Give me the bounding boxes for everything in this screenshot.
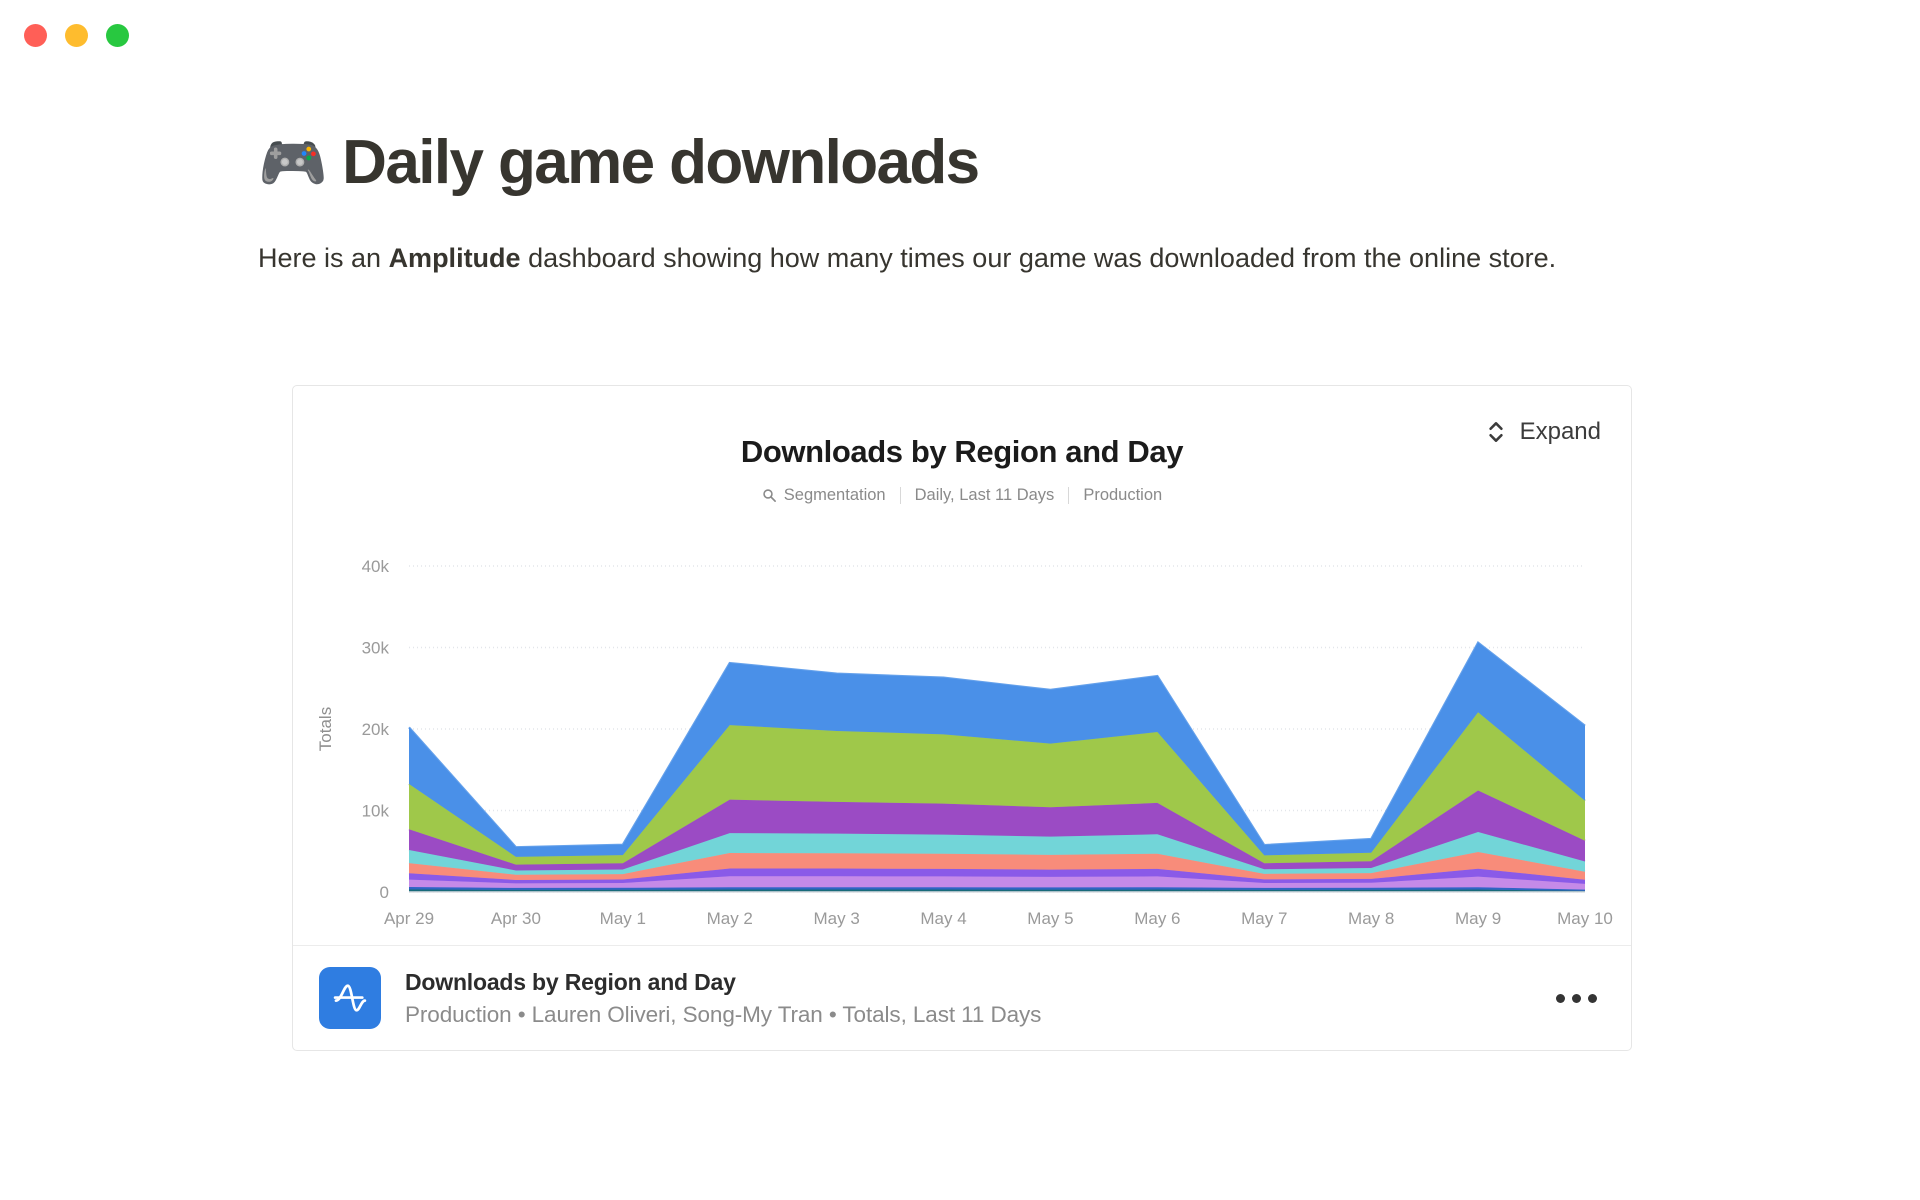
x-tick-label: May 8 xyxy=(1348,909,1394,928)
window-chrome xyxy=(0,0,1920,70)
chart-region: Expand Downloads by Region and Day Segme… xyxy=(293,386,1631,947)
amplitude-logo-icon xyxy=(319,967,381,1029)
page-paragraph: Here is an Amplitude dashboard showing h… xyxy=(258,239,1650,279)
dot-3 xyxy=(1588,993,1597,1003)
area-band-region-3 xyxy=(409,876,1585,890)
y-tick-label: 10k xyxy=(362,802,390,821)
traffic-light-group xyxy=(24,24,129,47)
x-tick-label: May 4 xyxy=(920,909,966,928)
y-axis-title: Totals xyxy=(316,707,335,751)
x-tick-label: May 7 xyxy=(1241,909,1287,928)
dot-1 xyxy=(1556,993,1565,1003)
subtitle-environment[interactable]: Production xyxy=(1083,486,1163,504)
paragraph-bold-term: Amplitude xyxy=(388,242,521,273)
area-band-region-8 xyxy=(409,712,1585,865)
area-band-region-7 xyxy=(409,790,1585,871)
card-footer: Downloads by Region and Day Production •… xyxy=(293,945,1631,1050)
page-title: 🎮 Daily game downloads xyxy=(258,128,1658,197)
x-tick-label: May 10 xyxy=(1557,909,1613,928)
more-options-button[interactable] xyxy=(1550,984,1603,1013)
y-tick-label: 20k xyxy=(362,720,390,739)
subtitle-segmentation-label: Segmentation xyxy=(783,486,886,504)
chart-title: Downloads by Region and Day xyxy=(740,434,1184,469)
x-tick-label: May 1 xyxy=(600,909,646,928)
paragraph-lead: Here is an xyxy=(258,242,389,273)
stacked-area-plot[interactable]: 0 10k 20k 30k 40k Totals Apr 29 Apr 30 May 1 May … xyxy=(293,554,1631,944)
footer-meta: Production • Lauren Oliveri, Song-My Tra… xyxy=(405,1001,1042,1027)
y-tick-label: 0 xyxy=(380,883,389,902)
x-tick-label: May 3 xyxy=(813,909,859,928)
subtitle-divider-2 xyxy=(1068,487,1070,504)
footer-text-block: Downloads by Region and Day Production •… xyxy=(405,969,1550,1028)
page-title-text: Daily game downloads xyxy=(342,128,980,197)
chart-subtitle: Segmentation Daily, Last 11 Days Product… xyxy=(293,486,1631,505)
x-tick-label: May 5 xyxy=(1027,909,1073,928)
close-button[interactable] xyxy=(24,24,47,47)
y-tick-label: 30k xyxy=(362,639,390,658)
dot-2 xyxy=(1572,993,1581,1003)
x-tick-label: May 9 xyxy=(1455,909,1501,928)
minimize-button[interactable] xyxy=(65,24,88,47)
x-tick-label: May 2 xyxy=(707,909,753,928)
y-tick-label: 40k xyxy=(362,557,390,576)
maximize-button[interactable] xyxy=(106,24,129,47)
subtitle-interval[interactable]: Daily, Last 11 Days xyxy=(914,486,1055,504)
expand-button-label: Expand xyxy=(1519,418,1601,445)
magnifier-icon xyxy=(762,488,777,503)
game-controller-icon: 🎮 xyxy=(258,131,328,195)
paragraph-tail: dashboard showing how many times our gam… xyxy=(520,242,1557,273)
x-tick-label: Apr 29 xyxy=(384,909,434,928)
subtitle-segmentation[interactable]: Segmentation xyxy=(748,486,900,505)
amplitude-chart-card[interactable]: Expand Downloads by Region and Day Segme… xyxy=(292,385,1632,1051)
x-tick-label: Apr 30 xyxy=(491,909,541,928)
expand-button[interactable]: Expand xyxy=(1483,418,1601,446)
subtitle-divider-1 xyxy=(899,487,901,504)
footer-title: Downloads by Region and Day xyxy=(405,968,736,995)
area-edge-region-9 xyxy=(408,640,1586,849)
x-tick-label: May 6 xyxy=(1134,909,1180,928)
expand-chevrons-icon xyxy=(1483,419,1509,445)
document-body: 🎮 Daily game downloads Here is an Amplit… xyxy=(258,128,1658,279)
chart-svg: 0 10k 20k 30k 40k Totals Apr 29 Apr 30 May 1 May … xyxy=(316,557,1613,928)
